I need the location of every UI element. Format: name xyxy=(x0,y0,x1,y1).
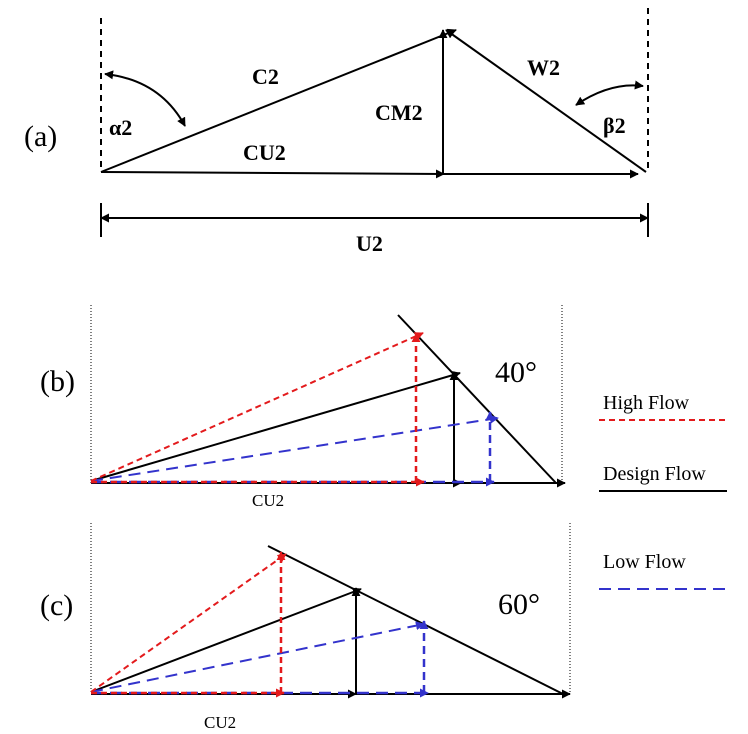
panel-b-angle: 40° xyxy=(495,356,537,389)
beta2-angle-arc xyxy=(575,80,644,106)
panel-c: (c) 60° CU2 xyxy=(40,523,571,732)
panel-a-tag: (a) xyxy=(24,120,57,153)
blade-line xyxy=(267,545,564,695)
panel-a: (a) C2 W2 CM2 CU2 α2 β2 U2 xyxy=(24,8,649,256)
low-flow-c2-vector xyxy=(90,414,499,482)
panel-b-cu2-label: CU2 xyxy=(252,491,284,510)
legend-low-flow-label: Low Flow xyxy=(603,551,686,573)
c2-label: C2 xyxy=(252,64,279,89)
panel-b: (b) 40° CU2 xyxy=(40,305,566,510)
c2-vector xyxy=(100,28,457,173)
u2-label: U2 xyxy=(356,231,383,256)
alpha2-angle-arc xyxy=(104,70,186,127)
panel-c-cu2-label: CU2 xyxy=(204,713,236,732)
design-flow-c2-vector xyxy=(90,587,362,693)
legend-high-flow-label: High Flow xyxy=(603,392,690,414)
beta2-label: β2 xyxy=(603,113,626,138)
w2-label: W2 xyxy=(527,55,560,80)
high-flow-c2-vector xyxy=(90,332,424,482)
cu2-label: CU2 xyxy=(243,140,286,165)
legend-design-flow-label: Design Flow xyxy=(603,463,706,485)
w2-vector xyxy=(445,29,647,173)
cm2-label: CM2 xyxy=(375,100,423,125)
legend: High Flow Design Flow Low Flow xyxy=(599,392,727,590)
blade-line xyxy=(397,314,557,484)
low-flow-c2-vector xyxy=(90,621,425,693)
panel-c-angle: 60° xyxy=(498,588,540,621)
panel-c-tag: (c) xyxy=(40,589,73,622)
cu2-vector xyxy=(100,169,445,179)
alpha2-label: α2 xyxy=(109,115,132,140)
design-flow-c2-vector xyxy=(90,370,461,482)
panel-b-tag: (b) xyxy=(40,365,75,398)
